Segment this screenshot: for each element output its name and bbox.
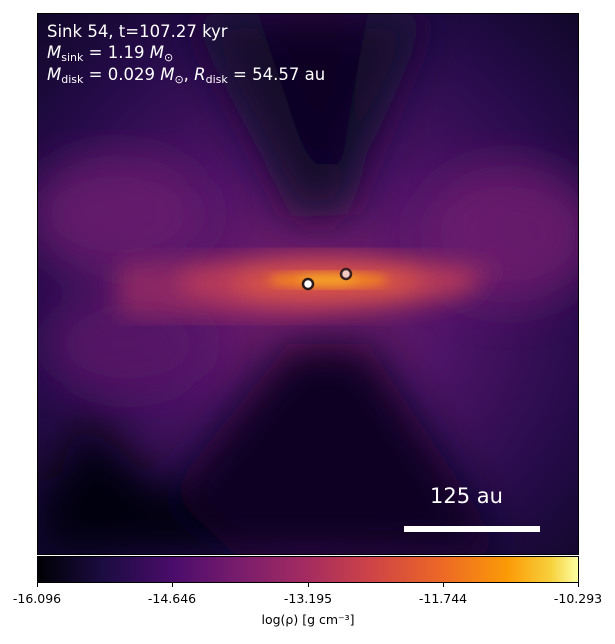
scalebar-label: 125 au bbox=[430, 484, 503, 508]
colorbar bbox=[37, 556, 579, 583]
scalebar-line bbox=[404, 526, 540, 532]
colorbar-tick-label: -11.744 bbox=[418, 591, 468, 606]
sink-primary bbox=[301, 277, 315, 291]
outflow-cavities bbox=[38, 14, 507, 554]
colorbar-tick bbox=[37, 583, 38, 587]
disk-properties-label: Mdisk = 0.029 M⊙, Rdisk = 54.57 au bbox=[47, 65, 326, 86]
colorbar-tick bbox=[172, 583, 173, 587]
colorbar-tick bbox=[578, 583, 579, 587]
colorbar-tick bbox=[308, 583, 309, 587]
density-image bbox=[38, 14, 578, 554]
colorbar-tick-label: -13.195 bbox=[283, 591, 333, 606]
sink-label: Sink 54, t=107.27 kyr bbox=[47, 22, 228, 41]
sink-mass-label: Msink = 1.19 M⊙ bbox=[47, 43, 174, 64]
colorbar-tick-label: -16.096 bbox=[12, 591, 62, 606]
colorbar-label: log(ρ) [g cm⁻³] bbox=[261, 612, 355, 627]
sink-secondary bbox=[339, 267, 353, 281]
colorbar-tick-label: -10.293 bbox=[553, 591, 603, 606]
colorbar-tick-label: -14.646 bbox=[147, 591, 197, 606]
colorbar-tick bbox=[443, 583, 444, 587]
density-map: Sink 54, t=107.27 kyr Msink = 1.19 M⊙ Md… bbox=[37, 13, 579, 555]
